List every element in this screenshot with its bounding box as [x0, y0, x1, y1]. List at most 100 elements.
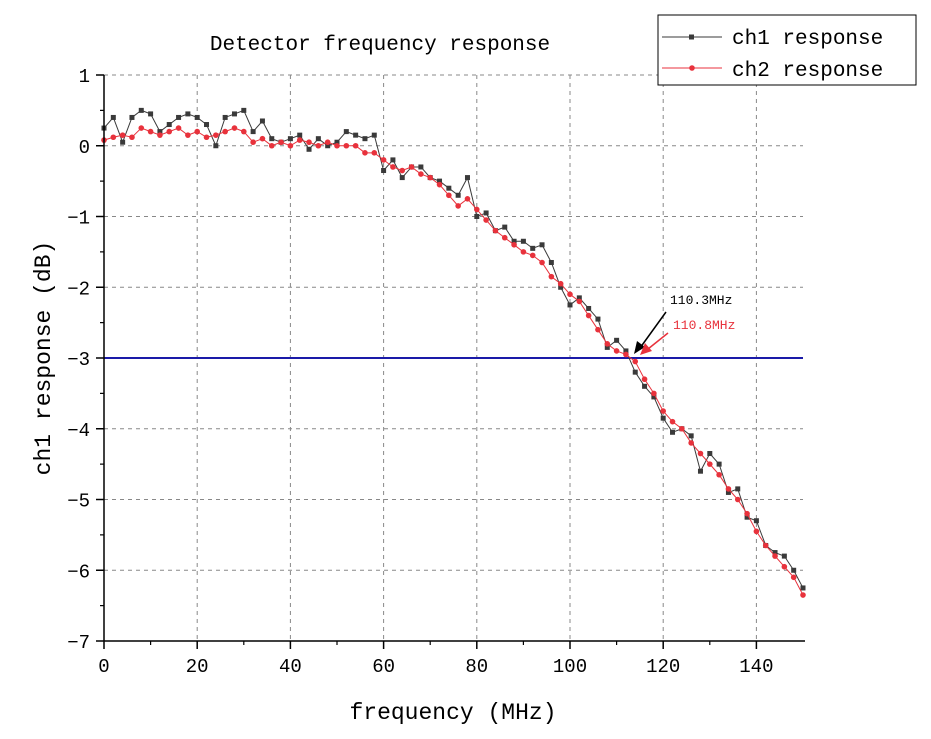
data-point — [772, 553, 778, 559]
x-tick-label: 0 — [98, 656, 109, 678]
data-point — [222, 128, 228, 135]
data-point — [250, 139, 256, 146]
series-layer — [101, 107, 806, 598]
annotation-ch1-arrowhead — [634, 341, 645, 354]
data-point — [194, 114, 200, 120]
annotation-ch2-text: 110.8MHz — [673, 318, 735, 333]
data-point — [660, 408, 666, 414]
axes: 0 20 40 60 80 100 120 140 1 0 −1 −2 −3 −4 −5 −6 −7 — [67, 66, 805, 678]
data-point — [334, 142, 340, 149]
data-point — [455, 192, 461, 198]
data-point — [269, 136, 275, 142]
data-point — [129, 134, 135, 141]
data-point — [213, 132, 219, 138]
data-point — [446, 192, 452, 199]
x-tick-label: 20 — [186, 656, 209, 678]
data-point — [166, 122, 172, 128]
data-point — [390, 157, 396, 163]
data-point — [781, 553, 787, 559]
y-tick-label: −5 — [67, 491, 90, 513]
data-point — [502, 224, 508, 230]
data-point — [492, 227, 499, 234]
legend-ch1-marker — [689, 34, 694, 40]
data-point — [604, 341, 611, 347]
y-tick-label: 1 — [79, 66, 90, 88]
y-tick-label: −4 — [67, 420, 90, 442]
data-point — [520, 249, 527, 255]
legend-ch2-label: ch2 response — [732, 60, 883, 83]
series-1 — [101, 107, 806, 591]
y-tick-label: −1 — [67, 208, 90, 230]
data-point — [222, 114, 228, 120]
data-point — [576, 298, 583, 305]
data-point — [697, 450, 704, 457]
data-point — [119, 132, 126, 138]
data-point — [297, 132, 303, 138]
data-point — [558, 284, 564, 290]
data-point — [725, 489, 731, 495]
data-point — [110, 114, 116, 120]
data-point — [660, 415, 666, 421]
data-point — [623, 348, 629, 354]
data-point — [586, 305, 592, 311]
data-point — [735, 486, 741, 492]
data-point — [120, 139, 126, 145]
annotation-ch2-arrow — [647, 332, 669, 350]
data-point — [483, 210, 489, 216]
data-point — [707, 461, 713, 467]
x-tick-label: 40 — [279, 656, 302, 678]
data-point — [129, 114, 135, 120]
data-point — [511, 242, 517, 248]
data-point — [790, 574, 797, 581]
data-point — [315, 142, 322, 149]
data-point — [231, 111, 237, 117]
data-point — [669, 418, 676, 425]
data-point — [800, 585, 806, 591]
data-point — [632, 369, 638, 375]
data-point — [548, 273, 555, 280]
data-point — [670, 429, 676, 435]
x-tick-label: 100 — [553, 656, 587, 678]
data-point — [641, 376, 648, 383]
data-point — [343, 142, 350, 149]
data-point — [138, 107, 144, 113]
data-point — [259, 135, 266, 142]
data-point — [623, 351, 629, 358]
data-point — [287, 136, 293, 142]
data-point — [501, 234, 508, 241]
data-point — [762, 542, 769, 549]
annotation-ch2-arrowhead — [640, 343, 652, 355]
data-point — [418, 164, 424, 170]
data-point — [175, 125, 182, 131]
data-point — [539, 259, 545, 266]
data-point — [362, 150, 368, 156]
data-point — [148, 111, 154, 117]
x-tick-label: 60 — [372, 656, 395, 678]
data-point — [306, 139, 312, 146]
legend: ch1 response ch2 response — [657, 14, 917, 86]
annotation-ch1-text: 110.3MHz — [670, 293, 732, 308]
data-point — [268, 142, 275, 149]
data-point — [688, 433, 694, 439]
data-point — [697, 468, 703, 474]
data-point — [194, 128, 200, 135]
series-line — [103, 127, 804, 596]
data-point — [734, 496, 741, 503]
data-point — [725, 486, 732, 492]
annotation-ch1-arrow — [639, 311, 667, 349]
data-point — [371, 132, 377, 138]
data-point — [455, 203, 461, 209]
data-point — [352, 142, 359, 149]
data-point — [632, 358, 639, 365]
data-point — [800, 592, 806, 598]
data-point — [110, 134, 117, 141]
data-point — [474, 206, 480, 213]
data-point — [427, 174, 434, 181]
data-point — [380, 157, 387, 163]
data-point — [585, 312, 592, 319]
data-point — [753, 518, 759, 524]
data-point — [213, 143, 219, 149]
data-point — [343, 129, 349, 135]
y-tick-label: −7 — [67, 632, 90, 654]
